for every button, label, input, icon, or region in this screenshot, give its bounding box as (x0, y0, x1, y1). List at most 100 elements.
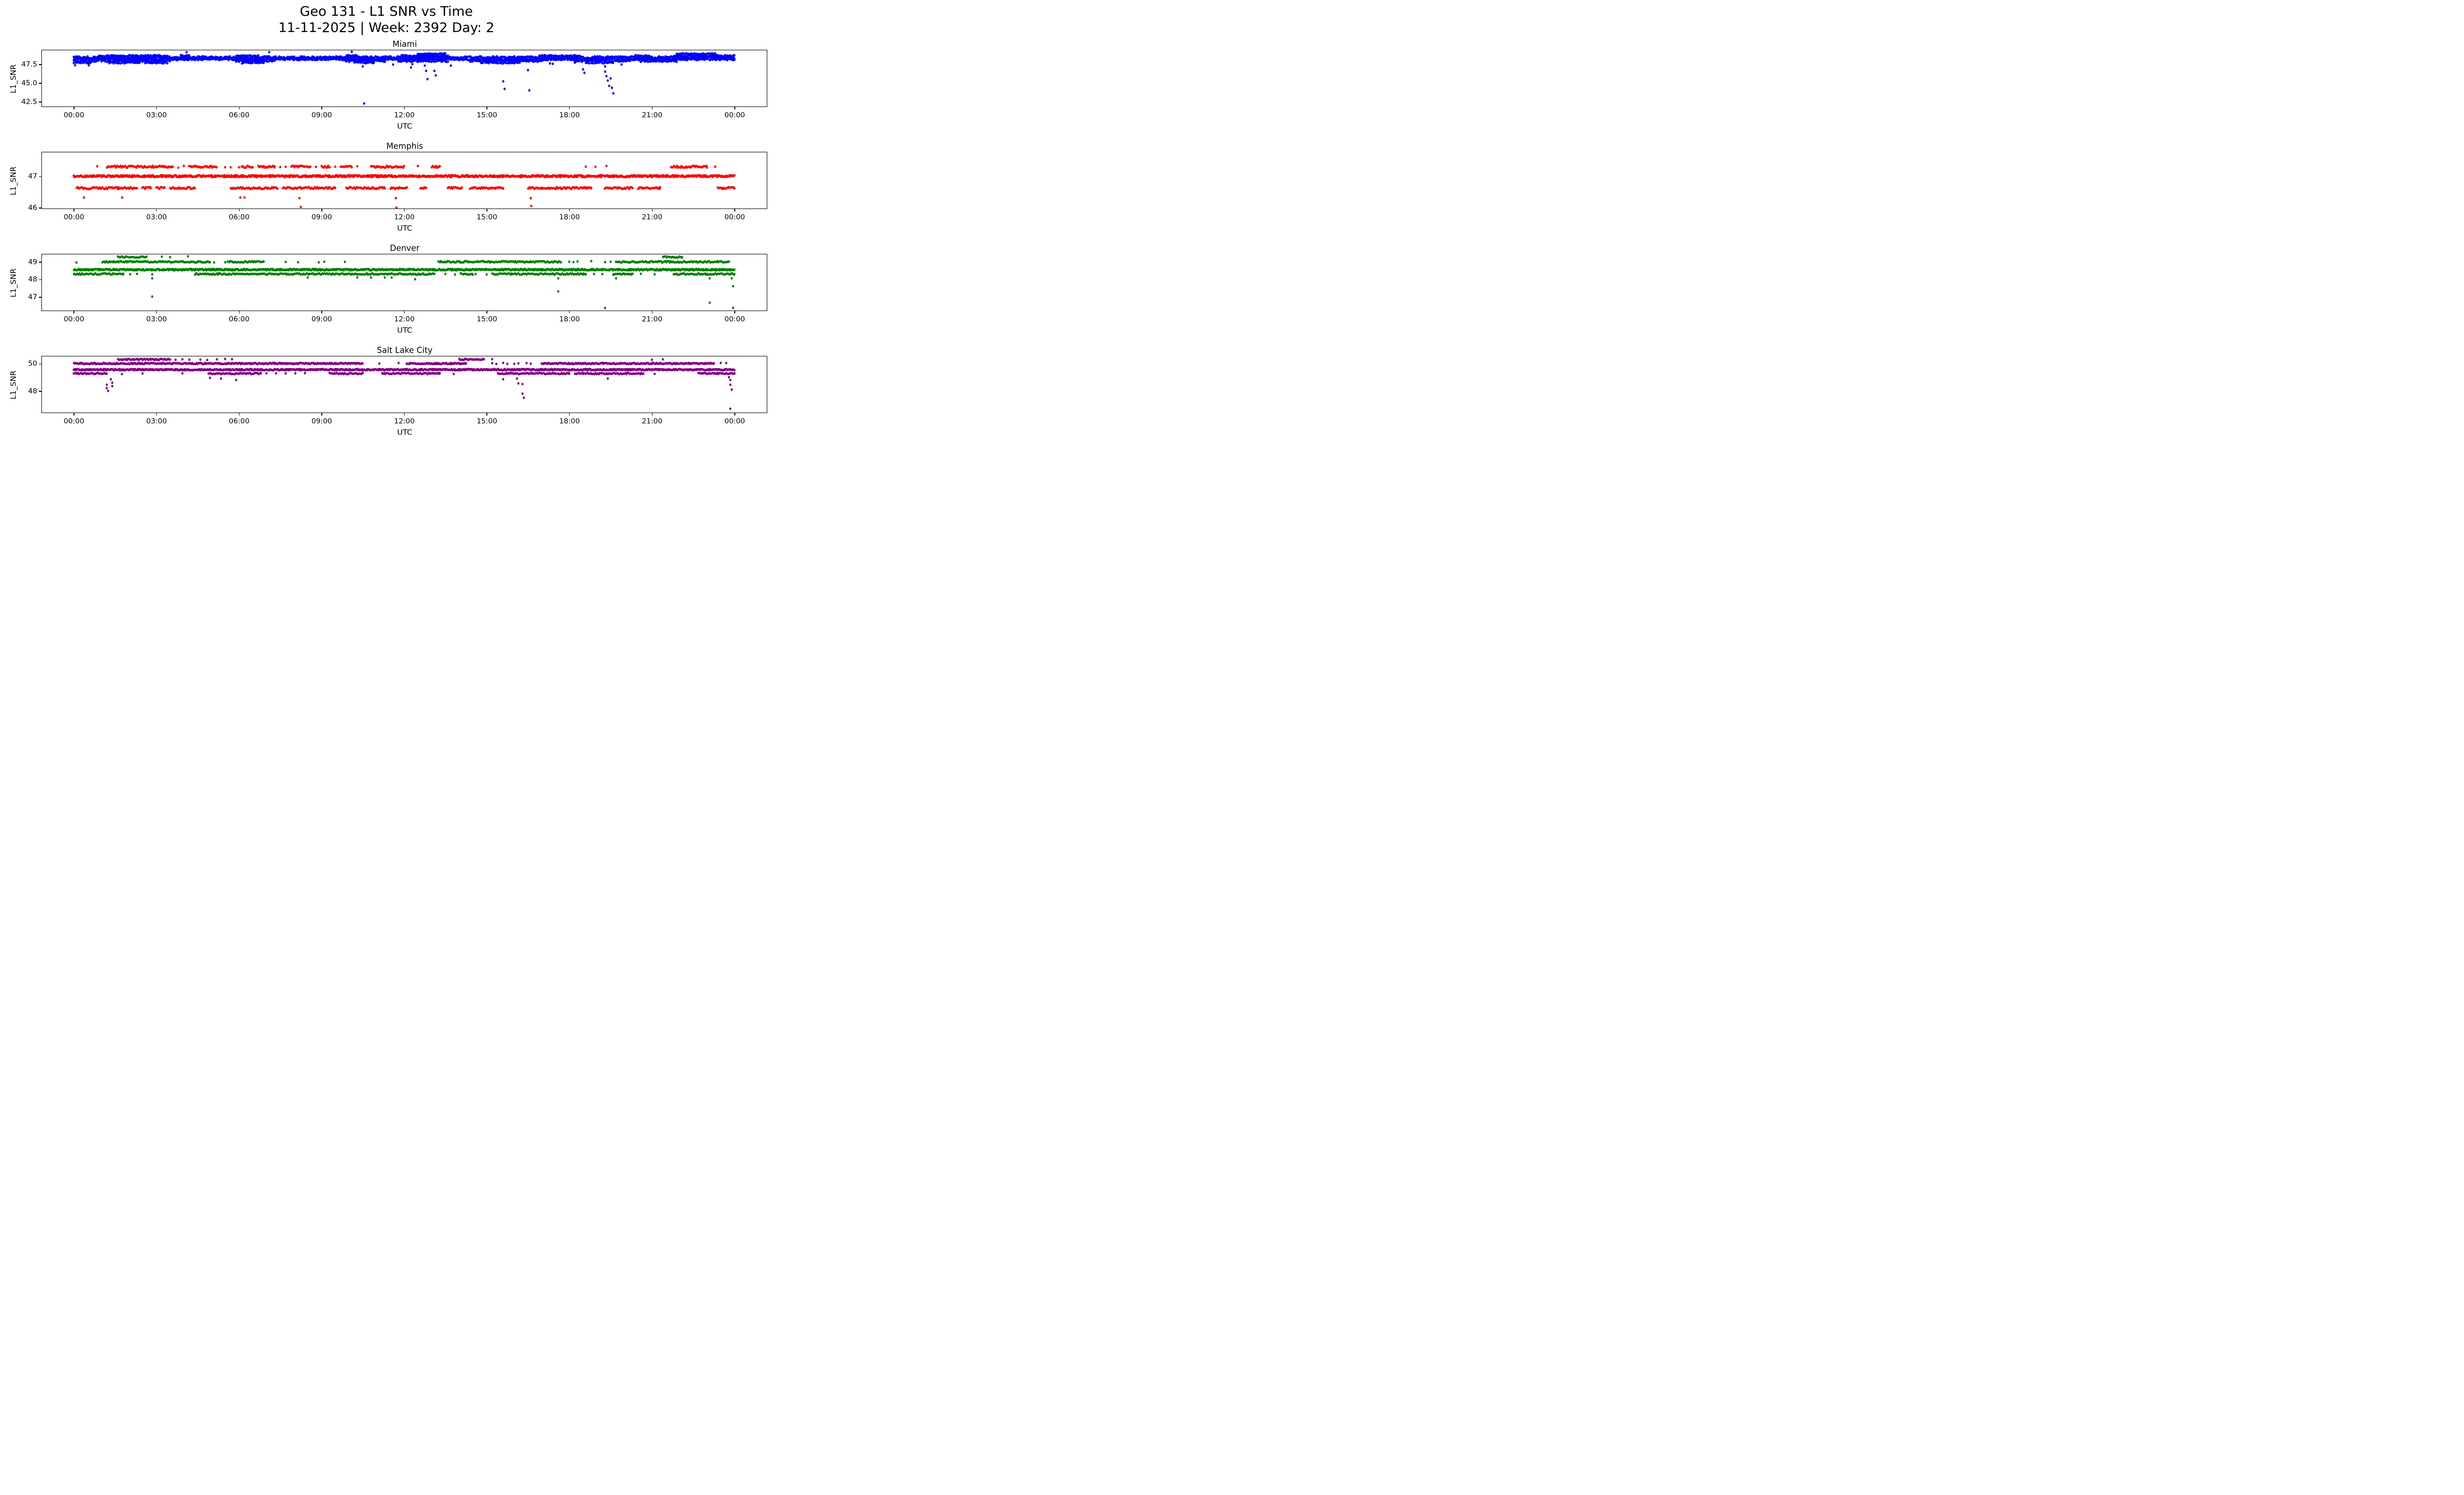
y-axis-label: L1_SNR (9, 64, 18, 94)
x-tick-mark (651, 107, 653, 109)
x-tick-label: 21:00 (642, 315, 663, 323)
y-tick-label: 45.0 (21, 79, 37, 88)
x-tick-mark (73, 107, 74, 109)
plot-area (41, 152, 768, 209)
x-tick-label: 00:00 (64, 417, 84, 425)
x-tick-label: 00:00 (724, 111, 745, 119)
y-tick-label: 50 (28, 360, 37, 368)
x-tick-label: 09:00 (311, 417, 332, 425)
x-tick-mark (569, 107, 570, 109)
x-tick-mark (734, 413, 735, 416)
x-tick-mark (734, 107, 735, 109)
x-tick-label: 12:00 (394, 417, 415, 425)
x-tick-mark (73, 413, 74, 416)
y-tick-label: 48 (28, 387, 37, 396)
y-tick-mark (38, 296, 41, 298)
y-tick-mark (38, 391, 41, 392)
x-tick-label: 21:00 (642, 111, 663, 119)
y-tick-label: 47 (28, 173, 37, 181)
x-tick-mark (239, 209, 240, 211)
scatter-points-miami (72, 50, 736, 105)
y-axis-label: L1_SNR (9, 268, 18, 298)
x-tick-mark (404, 209, 405, 211)
x-tick-label: 00:00 (64, 213, 84, 221)
x-axis-label: UTC (397, 122, 412, 131)
x-tick-label: 15:00 (477, 315, 497, 323)
subplot-title: Memphis (386, 141, 423, 151)
x-tick-mark (156, 413, 157, 416)
x-tick-label: 00:00 (64, 111, 84, 119)
figure: Geo 131 - L1 SNR vs Time 11-11-2025 | We… (0, 0, 773, 444)
x-tick-mark (239, 107, 240, 109)
subplot-title: Denver (390, 243, 420, 253)
x-tick-mark (651, 209, 653, 211)
x-tick-mark (404, 311, 405, 313)
x-tick-mark (404, 413, 405, 416)
figure-subtitle: 11-11-2025 | Week: 2392 Day: 2 (278, 20, 495, 35)
x-tick-mark (321, 413, 322, 416)
x-tick-label: 15:00 (477, 111, 497, 119)
x-tick-label: 18:00 (559, 213, 580, 221)
x-tick-label: 09:00 (311, 213, 332, 221)
plot-area (41, 356, 768, 414)
x-tick-label: 00:00 (64, 315, 84, 323)
y-tick-mark (38, 102, 41, 103)
x-tick-label: 21:00 (642, 417, 663, 425)
y-tick-label: 47 (28, 293, 37, 301)
x-tick-mark (569, 209, 570, 211)
x-tick-label: 18:00 (559, 111, 580, 119)
y-tick-label: 49 (28, 258, 37, 267)
x-tick-mark (239, 413, 240, 416)
x-axis-label: UTC (397, 326, 412, 335)
x-tick-mark (651, 413, 653, 416)
x-axis-label: UTC (397, 428, 412, 437)
x-tick-mark (73, 311, 74, 313)
y-tick-mark (38, 262, 41, 263)
x-tick-label: 15:00 (477, 213, 497, 221)
x-tick-mark (486, 311, 487, 313)
y-tick-mark (38, 279, 41, 280)
y-tick-mark (38, 64, 41, 65)
x-tick-label: 06:00 (229, 417, 250, 425)
x-tick-mark (156, 209, 157, 211)
x-tick-mark (73, 209, 74, 211)
x-tick-mark (486, 209, 487, 211)
x-tick-label: 12:00 (394, 111, 415, 119)
plot-area (41, 50, 768, 107)
x-tick-mark (321, 107, 322, 109)
scatter-points-denver (72, 255, 736, 310)
plot-area (41, 254, 768, 312)
subplot-title: Miami (392, 39, 417, 49)
x-tick-label: 12:00 (394, 213, 415, 221)
y-tick-label: 48 (28, 276, 37, 284)
x-tick-label: 03:00 (146, 315, 167, 323)
x-tick-label: 21:00 (642, 213, 663, 221)
x-tick-label: 03:00 (146, 111, 167, 119)
x-tick-label: 03:00 (146, 213, 167, 221)
x-tick-label: 06:00 (229, 213, 250, 221)
x-axis-label: UTC (397, 224, 412, 233)
figure-title: Geo 131 - L1 SNR vs Time (300, 4, 473, 19)
x-tick-mark (486, 107, 487, 109)
x-tick-label: 18:00 (559, 417, 580, 425)
x-tick-mark (569, 311, 570, 313)
y-tick-label: 46 (28, 204, 37, 212)
x-tick-mark (321, 209, 322, 211)
x-tick-mark (156, 107, 157, 109)
x-tick-label: 06:00 (229, 111, 250, 119)
x-tick-label: 18:00 (559, 315, 580, 323)
x-tick-mark (486, 413, 487, 416)
y-tick-mark (38, 208, 41, 209)
y-tick-label: 47.5 (21, 61, 37, 69)
y-axis-label: L1_SNR (9, 166, 18, 196)
x-tick-label: 12:00 (394, 315, 415, 323)
x-tick-mark (651, 311, 653, 313)
x-tick-label: 03:00 (146, 417, 167, 425)
y-tick-mark (38, 363, 41, 365)
x-tick-label: 06:00 (229, 315, 250, 323)
scatter-points-salt-lake-city (72, 357, 736, 411)
x-tick-label: 09:00 (311, 315, 332, 323)
x-tick-label: 00:00 (724, 315, 745, 323)
x-tick-label: 15:00 (477, 417, 497, 425)
x-tick-mark (156, 311, 157, 313)
